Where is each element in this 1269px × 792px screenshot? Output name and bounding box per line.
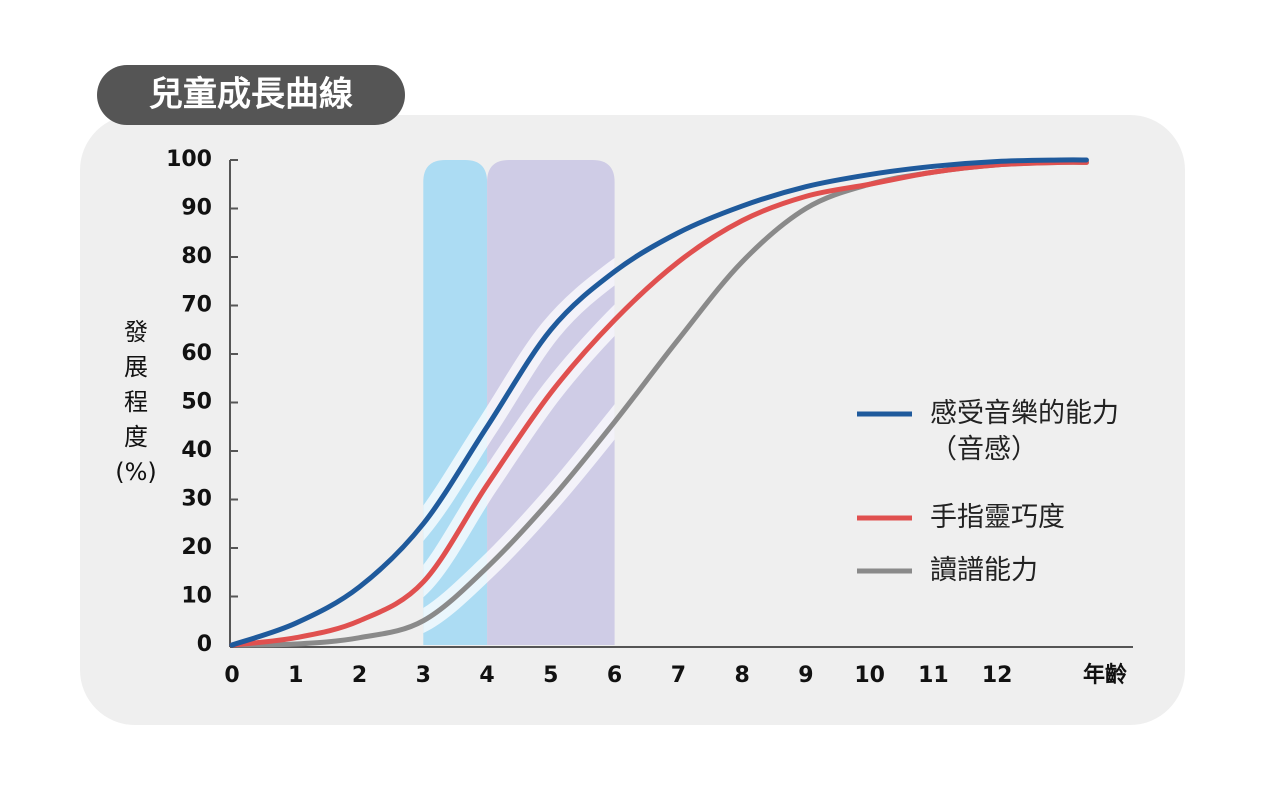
y-tick-label: 50: [181, 390, 212, 415]
y-tick-label: 20: [181, 535, 212, 560]
x-tick-label: 3: [416, 663, 431, 688]
x-tick-label: 8: [734, 663, 749, 688]
y-axis-label: 發: [124, 318, 148, 346]
y-tick-label: 80: [181, 244, 212, 269]
y-axis-label: 度: [124, 423, 148, 451]
x-tick-label: 7: [671, 663, 686, 688]
legend-label: 手指靈巧度: [930, 502, 1065, 533]
x-tick-label: 0: [224, 663, 239, 688]
x-tick-label: 5: [543, 663, 558, 688]
legend-label: 感受音樂的能力（音感）: [930, 398, 1119, 465]
x-axis-label: 年齡: [1083, 662, 1127, 688]
x-tick-label: 12: [982, 663, 1013, 688]
y-tick-label: 70: [181, 293, 212, 318]
y-tick-label: 10: [181, 584, 212, 609]
y-axis-label: 展: [124, 353, 148, 381]
y-tick-label: 60: [181, 341, 212, 366]
y-axis-label: 程: [124, 388, 148, 416]
x-tick-label: 6: [607, 663, 622, 688]
x-tick-label: 4: [479, 663, 494, 688]
line: [229, 157, 1089, 648]
y-tick-label: 90: [181, 196, 212, 221]
y-tick-label: 0: [197, 632, 212, 657]
x-tick-label: 11: [918, 663, 949, 688]
x-tick-label: 10: [854, 663, 885, 688]
legend-label: 讀譜能力: [930, 555, 1038, 586]
title: 兒童成長曲線: [149, 75, 353, 115]
y-tick-label: 30: [181, 487, 212, 512]
x-tick-label: 9: [798, 663, 813, 688]
y-tick-label: 100: [166, 147, 212, 172]
y-tick-label: 40: [181, 438, 212, 463]
x-tick-label: 1: [288, 663, 303, 688]
x-tick-label: 2: [352, 663, 367, 688]
y-axis-label: (%): [115, 458, 157, 486]
title-pill: [97, 65, 405, 125]
line: [229, 159, 1089, 648]
